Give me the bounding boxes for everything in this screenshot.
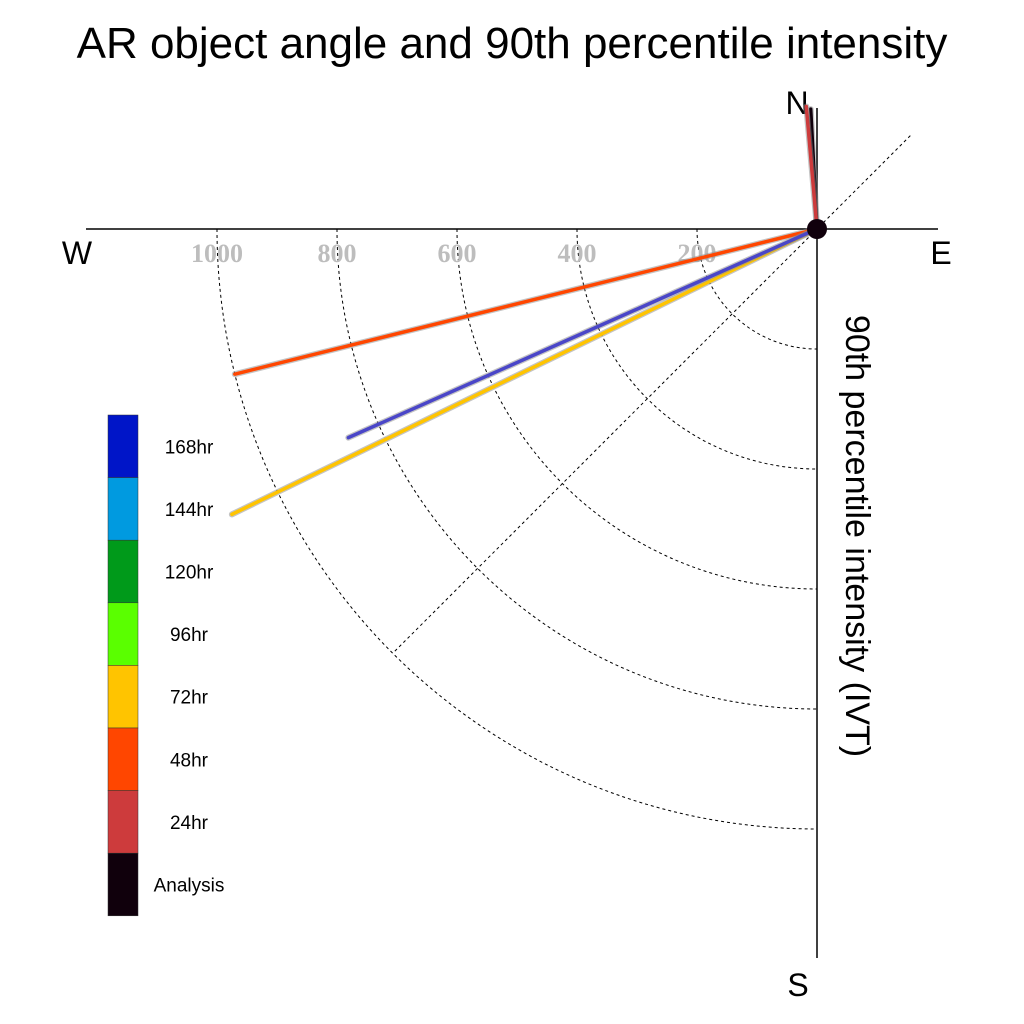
legend-swatch (107, 477, 139, 541)
legend-label: 144hr (165, 500, 214, 521)
legend-label: 48hr (170, 750, 209, 771)
legend-swatch (107, 602, 139, 666)
compass-east: E (930, 235, 951, 271)
center-marker (807, 219, 827, 239)
legend-swatch (107, 790, 139, 854)
compass-west: W (62, 235, 93, 271)
compass-south: S (787, 967, 808, 1003)
legend-label: 24hr (170, 813, 209, 834)
grid-diagonal (392, 135, 911, 654)
radius-tick-label: 600 (438, 239, 477, 268)
legend-swatch (107, 414, 139, 478)
grid-ring (456, 228, 818, 590)
legend-label: 96hr (170, 625, 209, 646)
legend-swatch (107, 727, 139, 791)
y-axis-label: 90th percentile intensity (IVT) (838, 315, 876, 757)
series-line-72hr (228, 226, 820, 518)
grid-ring (576, 228, 818, 470)
legend-label: 120hr (165, 563, 214, 584)
legend-swatch (107, 852, 139, 917)
legend-label: 72hr (170, 688, 209, 709)
series-line-24hr (803, 103, 820, 232)
legend-swatch (107, 539, 139, 604)
chart-title: AR object angle and 90th percentile inte… (77, 19, 948, 68)
series (228, 103, 820, 518)
legend: 168hr 144hr 120hr 96hr 72hr 48hr 24hr Analysis (107, 414, 225, 917)
grid-ring (216, 228, 818, 830)
radius-tick-label: 800 (318, 239, 357, 268)
legend-label: 168hr (165, 437, 214, 458)
series-line-48hr (231, 226, 820, 378)
radius-tick-label: 1000 (191, 239, 243, 268)
radius-tick-label: 400 (558, 239, 597, 268)
grid-ring (696, 228, 818, 350)
legend-swatch (107, 665, 139, 729)
series-line-168hr (345, 226, 820, 441)
legend-label: Analysis (154, 876, 225, 897)
compass-north: N (785, 85, 808, 121)
